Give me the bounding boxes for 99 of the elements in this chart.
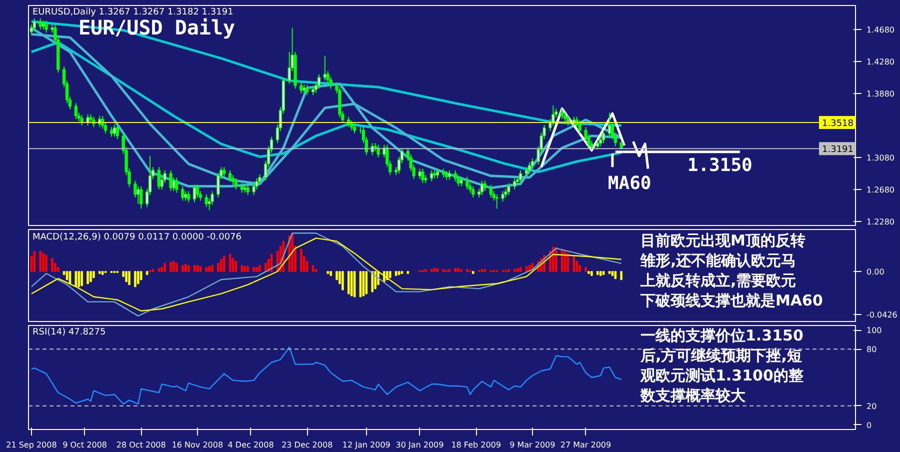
candlestick bbox=[352, 123, 356, 134]
x-tick-label: 9 Oct 2008 bbox=[62, 440, 108, 450]
candlestick bbox=[524, 166, 528, 178]
candlestick bbox=[513, 178, 516, 190]
y-tick-label: 1.3080 bbox=[866, 154, 894, 162]
candlestick bbox=[456, 174, 460, 187]
annotation: 目前欧元出现M顶的反转 bbox=[640, 232, 806, 250]
candlestick bbox=[32, 18, 36, 32]
line-series bbox=[30, 20, 623, 127]
candlestick bbox=[306, 84, 309, 96]
y-tick-label: 1.2280 bbox=[866, 218, 894, 226]
candlestick bbox=[116, 124, 120, 140]
candlestick bbox=[480, 180, 484, 196]
candlestick bbox=[507, 182, 510, 196]
candlestick bbox=[430, 170, 434, 182]
candlestick bbox=[300, 82, 303, 94]
chart-subtitle: EURUSD,Daily 1.3267 1.3267 1.3182 1.3191 bbox=[32, 8, 234, 18]
candlestick bbox=[460, 176, 463, 187]
x-tick-label: 28 Oct 2008 bbox=[116, 440, 166, 450]
line-series bbox=[30, 346, 622, 405]
candlestick bbox=[495, 194, 498, 210]
candlestick bbox=[530, 158, 534, 170]
x-tick-label: 21 Sep 2008 bbox=[6, 440, 57, 450]
candlestick bbox=[489, 184, 492, 198]
chart-title: RSI(14) 47.8275 bbox=[32, 328, 106, 338]
y-tick-label: 1.4280 bbox=[866, 58, 894, 66]
y-tick-label: 0 bbox=[866, 420, 872, 430]
candlestick bbox=[136, 186, 140, 204]
annotation: MA60 bbox=[608, 173, 652, 194]
candlestick bbox=[323, 55, 326, 82]
candlestick bbox=[528, 162, 532, 174]
candlestick bbox=[418, 168, 422, 180]
ref-line-label: 1.3518 bbox=[822, 118, 854, 129]
candlestick bbox=[112, 124, 116, 138]
annotation: 一线的支撑价位1.3150 bbox=[640, 326, 804, 344]
x-tick-label: 4 Dec 2008 bbox=[228, 440, 274, 450]
candlestick bbox=[448, 170, 451, 180]
candlestick bbox=[608, 112, 612, 138]
chart-title: MACD(12,26,9) 0.0079 0.0117 0.0000 -0.0076 bbox=[32, 232, 242, 242]
y-tick-label: 20 bbox=[866, 402, 877, 411]
x-tick-label: 27 Mar 2009 bbox=[560, 440, 612, 450]
annotation: 数支撑概率较大 bbox=[640, 386, 746, 404]
candlestick bbox=[175, 177, 178, 194]
annotation: 上就反转成立,需要欧元 bbox=[640, 272, 796, 290]
candlestick bbox=[501, 190, 504, 202]
y-tick-label: 1.4680 bbox=[866, 26, 894, 34]
candlestick bbox=[157, 166, 161, 190]
x-tick-label: 16 Nov 2008 bbox=[172, 440, 224, 450]
candlestick bbox=[258, 174, 262, 186]
y-tick-label: 1.3880 bbox=[866, 90, 894, 98]
candlestick bbox=[350, 120, 354, 131]
ref-line-label: 1.3191 bbox=[822, 145, 854, 156]
candlestick bbox=[184, 190, 188, 202]
x-tick-label: 18 Feb 2009 bbox=[451, 440, 501, 450]
candlestick bbox=[472, 186, 475, 198]
y-tick-label: 80 bbox=[866, 345, 877, 354]
annotation: 观欧元测试1.3100的整 bbox=[640, 366, 804, 384]
candlestick bbox=[110, 126, 114, 138]
candlestick bbox=[74, 102, 78, 120]
candlestick bbox=[421, 168, 424, 184]
candlestick bbox=[240, 182, 244, 194]
x-tick-label: 12 Jan 2009 bbox=[342, 440, 390, 450]
annotation: 后,方可继续预期下挫,短 bbox=[640, 346, 802, 364]
candlestick bbox=[192, 184, 196, 203]
x-tick-label: 23 Dec 2008 bbox=[282, 440, 333, 450]
candlestick bbox=[317, 74, 321, 90]
x-tick-label: 30 Jan 2009 bbox=[396, 440, 444, 450]
y-tick-label: 1.2680 bbox=[866, 186, 894, 194]
candlestick bbox=[518, 170, 522, 184]
candlestick bbox=[252, 182, 256, 196]
candlestick bbox=[181, 186, 184, 202]
annotation: 下破颈线支撑也就是MA60 bbox=[640, 292, 823, 310]
candlestick bbox=[246, 184, 250, 196]
candlestick bbox=[228, 170, 232, 182]
candlestick bbox=[231, 174, 235, 186]
candlestick bbox=[338, 86, 342, 118]
candlestick bbox=[86, 114, 90, 126]
candlestick bbox=[44, 20, 48, 34]
candlestick bbox=[234, 178, 238, 190]
y-tick-label: 100 bbox=[866, 326, 882, 336]
candlestick bbox=[376, 144, 380, 158]
candlestick bbox=[222, 166, 226, 178]
candlestick bbox=[186, 190, 190, 203]
candlestick bbox=[466, 176, 469, 190]
candlestick bbox=[596, 139, 600, 150]
y-tick-label: 0.00 bbox=[866, 268, 884, 277]
x-tick-label: 9 Mar 2009 bbox=[510, 440, 556, 450]
candlestick bbox=[436, 168, 440, 179]
candlestick bbox=[560, 108, 564, 120]
candlestick bbox=[204, 194, 208, 208]
candlestick bbox=[578, 120, 582, 134]
annotation: 1.3150 bbox=[687, 154, 752, 176]
candlestick bbox=[169, 170, 172, 192]
candlestick bbox=[196, 184, 200, 198]
y-tick-label: -0.0426 bbox=[866, 310, 898, 320]
candlestick bbox=[483, 180, 487, 192]
candlestick bbox=[140, 186, 143, 210]
candlestick bbox=[602, 130, 606, 144]
annotation: 雏形,还不能确认欧元马 bbox=[640, 252, 796, 270]
